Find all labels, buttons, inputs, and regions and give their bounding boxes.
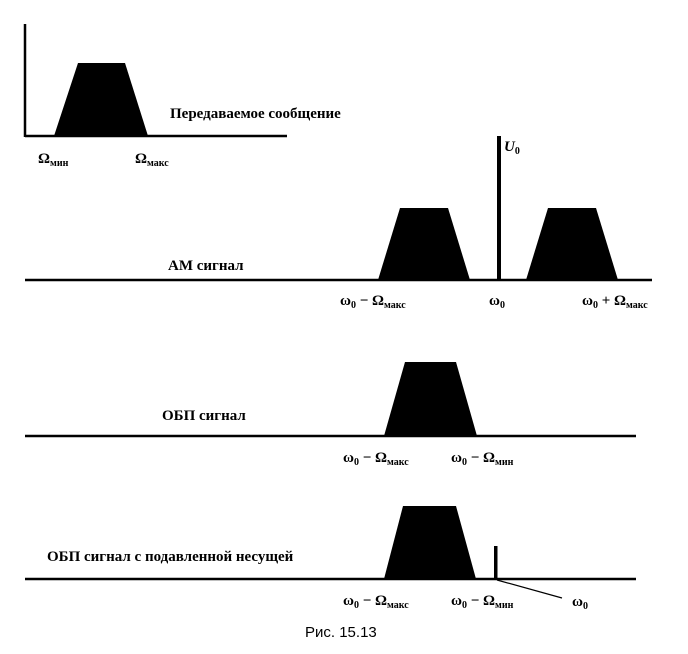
- panel-am: U0 АМ сигнал ω0 − Ωмакс ω0 ω0 + Ωмакс: [25, 136, 652, 311]
- ssb-title: ОБП сигнал: [162, 408, 246, 424]
- ssb-sc-left-label: ω0 − Ωмакс: [343, 593, 409, 611]
- ssb-sc-title: ОБП сигнал с подавленной несущей: [47, 549, 294, 565]
- carrier-leader-line: [496, 579, 563, 599]
- omega-max-label: Ωмакс: [135, 151, 169, 169]
- am-right-label: ω0 + Ωмакс: [582, 293, 648, 311]
- ssb-sideband: [384, 362, 477, 436]
- figure-caption: Рис. 15.13: [305, 624, 377, 641]
- ssb-right-label: ω0 − Ωмин: [451, 450, 514, 468]
- suppressed-carrier-line: [494, 546, 498, 579]
- message-title: Передаваемое сообщение: [170, 106, 341, 122]
- am-upper-sideband: [526, 208, 618, 280]
- am-left-label: ω0 − Ωмакс: [340, 293, 406, 311]
- carrier-amplitude-label: U0: [504, 139, 520, 157]
- message-spectrum-band: [54, 63, 148, 136]
- panel-message: Передаваемое сообщение Ωмин Ωмакс: [23, 24, 341, 169]
- panel-ssb-sc: ОБП сигнал с подавленной несущей ω0 − Ωм…: [25, 506, 636, 612]
- ssb-left-label: ω0 − Ωмакс: [343, 450, 409, 468]
- ssb-sc-sideband: [384, 506, 476, 579]
- am-title: АМ сигнал: [168, 258, 244, 274]
- ssb-sc-right-label: ω0 − Ωмин: [451, 593, 514, 611]
- ssb-sc-carrier-label: ω0: [572, 594, 588, 612]
- omega-min-label: Ωмин: [38, 151, 69, 169]
- panel-ssb: ОБП сигнал ω0 − Ωмакс ω0 − Ωмин: [25, 362, 636, 468]
- am-carrier-line: [497, 136, 501, 280]
- am-lower-sideband: [378, 208, 470, 280]
- am-center-label: ω0: [489, 293, 505, 311]
